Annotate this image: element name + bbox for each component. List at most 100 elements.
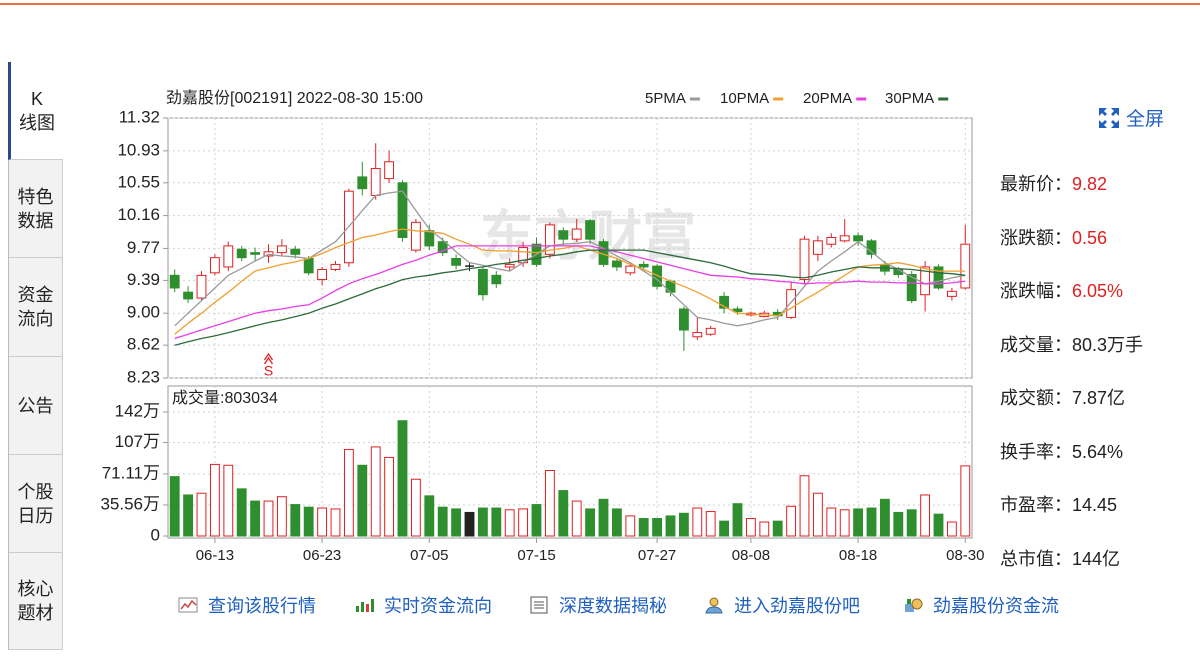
stat-value: 7.87亿: [1072, 388, 1126, 408]
stat-row: 涨跌幅：6.05%: [1000, 277, 1123, 303]
link-icon: [905, 598, 923, 612]
stat-value: 80.3万手: [1072, 334, 1144, 355]
y-tick-label: 10.93: [117, 140, 160, 159]
candle-body: [250, 252, 261, 255]
volume-bar: [826, 507, 837, 537]
tab[interactable]: K 线图: [8, 62, 63, 160]
volume-bar: [839, 509, 850, 537]
legend-label: 20PMA: [803, 90, 852, 107]
ma-line: [174, 249, 966, 346]
link-bar: 查询该股行情 实时资金流向 深度数据揭秘 进入劲嘉股份吧 劲嘉股份资金流: [178, 592, 1118, 620]
candle-body: [437, 241, 448, 254]
volume-bar: [558, 490, 569, 537]
stat-row: 涨跌额：0.56: [1000, 224, 1107, 250]
y-tick-label: 8.23: [127, 367, 160, 386]
volume-bar: [544, 470, 555, 537]
x-tick-label: 07-05: [410, 547, 448, 564]
tab[interactable]: 特色 数据: [9, 160, 63, 258]
volume-bar: [491, 507, 502, 537]
stat-label: 市盈率：: [1000, 495, 1072, 515]
candle-body: [585, 220, 596, 240]
volume-bar: [920, 494, 931, 537]
top-border: [0, 3, 1200, 5]
y-tick-label: 8.62: [127, 335, 160, 354]
volume-tick-label: 142万: [115, 401, 160, 420]
volume-bar: [585, 508, 596, 537]
candle-body: [370, 167, 381, 196]
stat-value: 14.45: [1072, 495, 1118, 515]
volume-tick-label: 0: [151, 525, 160, 544]
link[interactable]: 进入劲嘉股份吧: [704, 592, 860, 618]
volume-bar: [598, 498, 609, 537]
candle-body: [424, 230, 435, 247]
candle-body: [303, 258, 314, 274]
candle-body: [223, 245, 234, 268]
volume-bar: [169, 476, 180, 537]
link[interactable]: 深度数据揭秘: [529, 592, 667, 618]
candle-body: [357, 176, 368, 190]
volume-bar: [812, 492, 823, 537]
fullscreen-label: 全屏: [1126, 109, 1165, 130]
volume-bar: [196, 492, 207, 537]
candle-body: [183, 291, 194, 300]
candle-body: [491, 274, 502, 285]
chart-title: 劲嘉股份[002191] 2022-08-30 15:00: [166, 89, 423, 107]
volume-bar: [853, 508, 864, 537]
x-tick-label: 07-27: [638, 547, 676, 564]
volume-bar: [799, 475, 810, 537]
stat-row: 最新价：9.82: [1000, 170, 1107, 196]
volume-bar: [906, 509, 917, 537]
grid: [168, 117, 972, 538]
candle-body: [786, 289, 797, 318]
stat-label: 总市值：: [1000, 548, 1072, 569]
y-tick-label: 10.16: [117, 205, 160, 224]
x-tick-label: 08-18: [839, 547, 877, 564]
stat-row: 成交额：7.87亿: [1000, 384, 1125, 410]
tab[interactable]: 个股 日历: [9, 455, 63, 553]
candle-body: [920, 266, 931, 296]
tab[interactable]: 核心 题材: [9, 553, 63, 650]
volume-bar: [236, 488, 247, 537]
volume-bar: [209, 463, 220, 537]
tab[interactable]: 公告: [9, 357, 63, 455]
stat-label: 最新价：: [1000, 174, 1072, 194]
link-label: 实时资金流向: [384, 596, 492, 616]
candle-body: [276, 245, 287, 254]
volume-bar: [879, 498, 890, 537]
volume-bar: [625, 515, 636, 537]
candle-body: [558, 230, 569, 240]
fullscreen-button[interactable]: 全屏: [1098, 104, 1164, 131]
volume-tick-label: 35.56万: [100, 494, 160, 513]
volume-bar: [357, 464, 368, 537]
stat-row: 总市值：144亿: [1000, 545, 1120, 571]
link[interactable]: 实时资金流向: [354, 592, 492, 618]
link-label: 劲嘉股份资金流: [933, 596, 1059, 616]
link[interactable]: 查询该股行情: [178, 592, 316, 618]
candle-body: [705, 327, 716, 335]
ma-line: [174, 245, 966, 340]
signal-label: S: [264, 363, 273, 379]
candle-body: [384, 161, 395, 180]
link-icon: [356, 599, 374, 612]
stat-label: 换手率：: [1000, 441, 1072, 462]
candle-body: [946, 290, 957, 297]
volume-bar: [477, 507, 488, 537]
candle-body: [209, 257, 220, 274]
candle-body: [317, 268, 328, 281]
volume-tick-label: 71.11万: [102, 463, 160, 482]
link[interactable]: 劲嘉股份资金流: [903, 592, 1059, 618]
candle-body: [410, 221, 421, 251]
volume-bar: [759, 521, 770, 537]
tab[interactable]: 资金 流向: [9, 258, 63, 357]
stat-label: 涨跌额：: [1000, 227, 1072, 248]
candle-body: [477, 268, 488, 296]
volume-bar: [183, 494, 194, 537]
y-tick-label: 9.77: [127, 238, 160, 257]
y-tick-label: 9.00: [127, 303, 160, 322]
candle-body: [625, 265, 636, 274]
volume-bar: [250, 500, 261, 537]
volume-bar: [692, 507, 703, 537]
link-icon: [705, 597, 723, 614]
stat-value: 5.64%: [1072, 441, 1124, 462]
